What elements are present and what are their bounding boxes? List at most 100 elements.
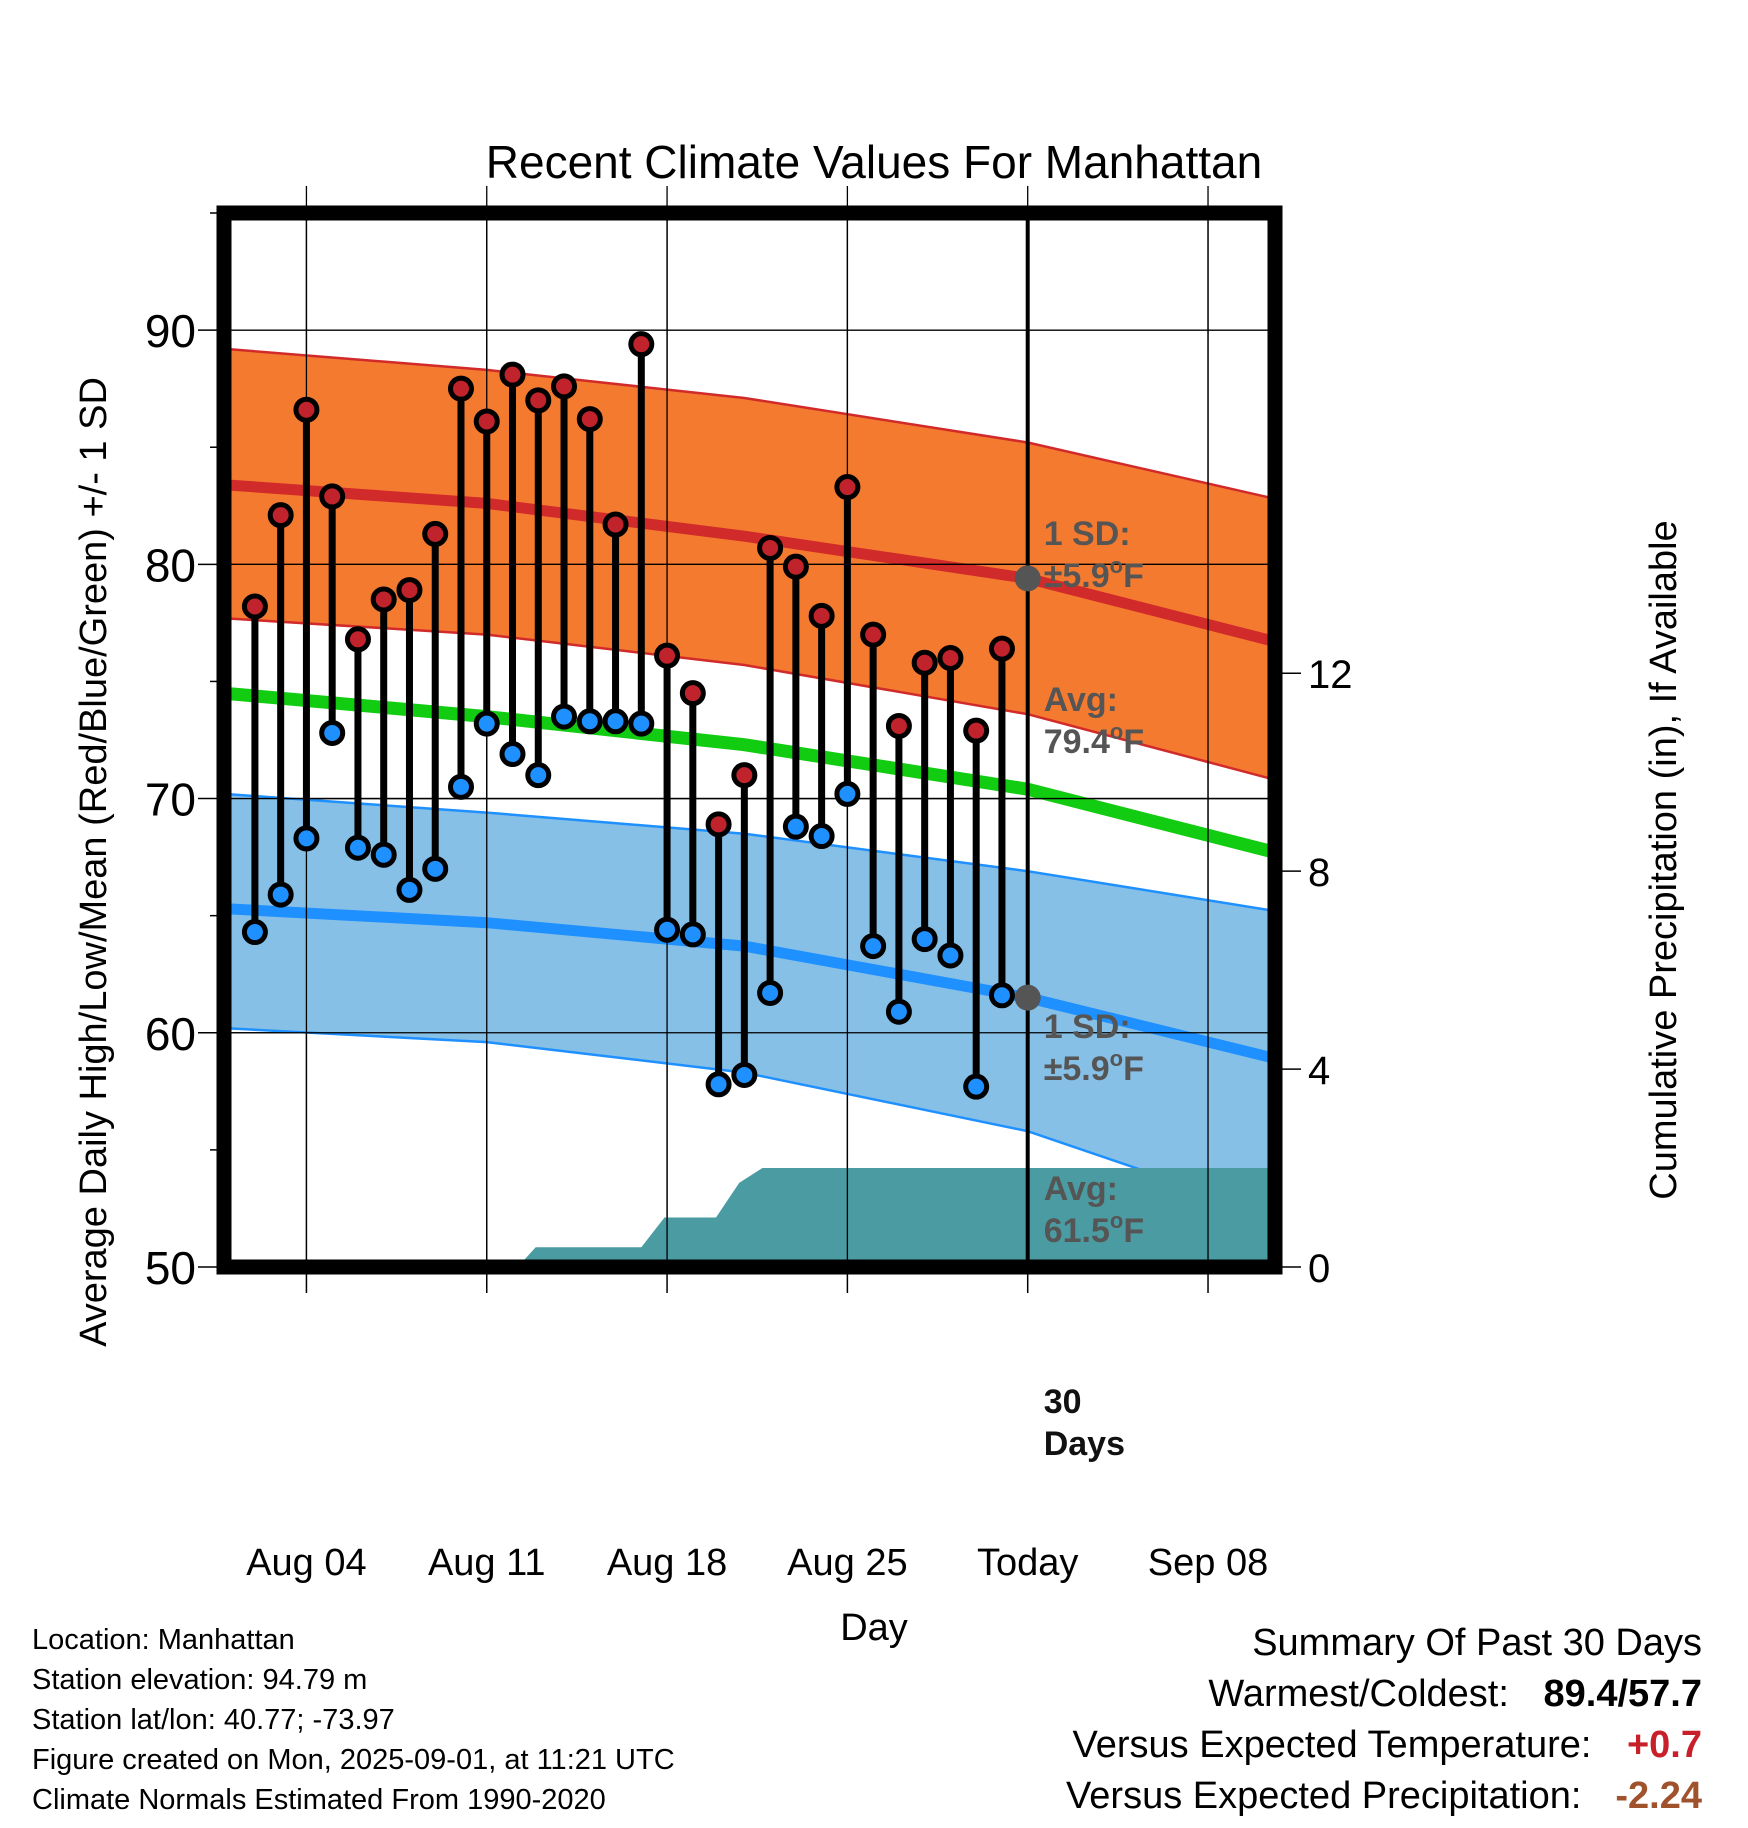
y2-tick-label: 0 <box>1308 1247 1330 1291</box>
daily-high-point <box>782 553 809 580</box>
high-sd-annotation-line1: 1 SD: <box>1044 515 1131 553</box>
daily-high-point <box>937 645 964 672</box>
y-tick-label: 60 <box>145 1008 196 1060</box>
daily-high-point <box>860 621 887 648</box>
precip-days-annotation-value: Days <box>1044 1425 1125 1463</box>
daily-low-point <box>937 942 964 969</box>
daily-high-point <box>963 717 990 744</box>
daily-low-point <box>499 741 526 768</box>
daily-high-point <box>525 387 552 414</box>
high-normal-line <box>224 479 1275 647</box>
daily-high-point <box>447 375 474 402</box>
daily-low-point <box>293 825 320 852</box>
precip-area <box>517 1168 1275 1267</box>
coldest-value: 57.7 <box>1628 1673 1702 1715</box>
daily-low-point <box>525 762 552 789</box>
daily-high-point <box>319 483 346 510</box>
low-sd-annotation-unit: F <box>1123 1050 1144 1088</box>
elevation-text: Station elevation: 94.79 m <box>32 1664 368 1696</box>
daily-low-point <box>241 919 268 946</box>
y2-axis-label: Cumulative Precipitation (in), If Availa… <box>1643 520 1685 1199</box>
daily-low-point <box>396 876 423 903</box>
daily-high-point <box>911 649 938 676</box>
low-avg-annotation-line2: 61.5oF <box>1044 1208 1144 1250</box>
x-tick-label: Aug 18 <box>607 1542 727 1584</box>
high-avg-annotation-line2: 79.4oF <box>1044 719 1144 761</box>
x-tick-label: Aug 25 <box>787 1542 907 1584</box>
daily-low-point <box>808 823 835 850</box>
daily-low-point <box>319 719 346 746</box>
daily-high-point <box>885 712 912 739</box>
x-tick-label: Aug 04 <box>246 1542 366 1584</box>
daily-high-point <box>396 577 423 604</box>
precip-days-annotation-line1: 30 <box>1044 1383 1082 1421</box>
daily-high-point <box>370 586 397 613</box>
precip-departure-label: Versus Expected Precipitation: <box>1066 1775 1582 1817</box>
daily-low-point <box>731 1061 758 1088</box>
warmest-coldest-label: Warmest/Coldest: <box>1208 1673 1509 1715</box>
high-avg-annotation-value: 79.4 <box>1044 723 1110 761</box>
daily-low-point <box>370 841 397 868</box>
high-sd-annotation-value: ±5.9 <box>1044 557 1110 595</box>
daily-high-point <box>473 408 500 435</box>
high-avg-annotation-unit: F <box>1123 723 1144 761</box>
today-low-avg-dot <box>1014 984 1041 1011</box>
station-info: Location: Manhattan Station elevation: 9… <box>32 1620 675 1820</box>
mean-normal-line <box>224 686 1275 859</box>
daily-high-point <box>499 361 526 388</box>
chart-title: Recent Climate Values For Manhattan <box>486 136 1262 188</box>
precip-days-annotation-line2: Days <box>1044 1425 1125 1463</box>
created-text: Figure created on Mon, 2025-09-01, at 11… <box>32 1744 675 1776</box>
low-sd-annotation-line1: 1 SD: <box>1044 1008 1131 1046</box>
high-avg-annotation-line1: Avg: <box>1044 681 1118 719</box>
daily-high-point <box>293 396 320 423</box>
daily-low-point <box>602 708 629 735</box>
daily-high-point <box>422 520 449 547</box>
low-avg-annotation-degree: o <box>1110 1208 1123 1233</box>
x-tick-label: Sep 08 <box>1148 1542 1268 1584</box>
daily-low-point <box>757 979 784 1006</box>
daily-low-point <box>576 708 603 735</box>
low-sd-annotation-line2: ±5.9oF <box>1044 1046 1144 1088</box>
daily-low-point <box>988 982 1015 1009</box>
temp-departure-label: Versus Expected Temperature: <box>1072 1724 1592 1766</box>
summary-panel: Summary Of Past 30 Days Warmest/Coldest:… <box>1066 1618 1702 1822</box>
y-axis-label: Average Daily High/Low/Mean (Red/Blue/Gr… <box>73 377 115 1347</box>
low-avg-annotation-line1: Avg: <box>1044 1170 1118 1208</box>
y2-tick-label: 12 <box>1308 653 1353 697</box>
warmest-value: 89.4 <box>1543 1673 1618 1715</box>
warmest-coldest-row: Warmest/Coldest: 89.4/57.7 <box>1066 1669 1702 1720</box>
daily-high-point <box>757 534 784 561</box>
low-avg-annotation-value: 61.5 <box>1044 1212 1110 1250</box>
high-sd-annotation-degree: o <box>1110 553 1123 578</box>
daily-low-point <box>447 773 474 800</box>
y2-tick-label: 4 <box>1308 1049 1330 1093</box>
daily-high-point <box>344 626 371 653</box>
daily-high-point <box>267 502 294 529</box>
x-tick-label: Aug 11 <box>428 1542 546 1584</box>
y-tick-label: 80 <box>145 539 196 591</box>
daily-high-point <box>654 642 681 669</box>
high-sd-upper-line <box>224 347 1275 501</box>
low-sd-annotation-degree: o <box>1110 1046 1123 1071</box>
daily-low-point <box>267 881 294 908</box>
daily-low-point <box>860 933 887 960</box>
daily-high-point <box>731 762 758 789</box>
daily-high-point <box>834 474 861 501</box>
high-sd-annotation-unit: F <box>1123 557 1144 595</box>
precip-departure-row: Versus Expected Precipitation: -2.24 <box>1066 1771 1702 1822</box>
daily-low-point <box>834 780 861 807</box>
warm-cold-separator: / <box>1617 1673 1629 1715</box>
plot-frame <box>216 205 1283 1275</box>
low-avg-annotation-unit: F <box>1123 1212 1144 1250</box>
y-tick-label: 90 <box>145 305 196 357</box>
daily-low-point <box>911 926 938 953</box>
daily-low-point <box>473 710 500 737</box>
y-tick-label: 70 <box>145 774 196 826</box>
y-tick-label: 50 <box>145 1242 196 1294</box>
location-text: Location: Manhattan <box>32 1624 295 1656</box>
daily-low-point <box>963 1073 990 1100</box>
daily-low-point <box>551 703 578 730</box>
daily-high-point <box>988 635 1015 662</box>
